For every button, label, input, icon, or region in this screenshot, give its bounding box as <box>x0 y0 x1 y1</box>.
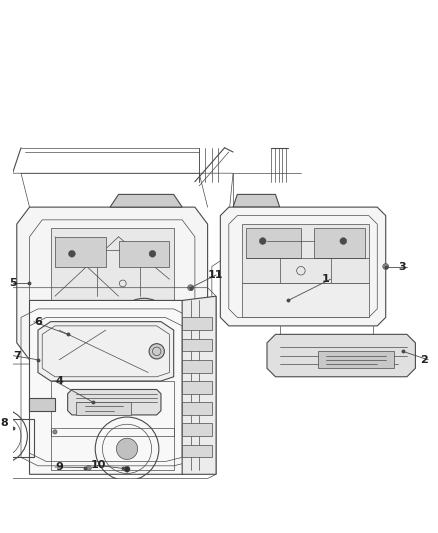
Polygon shape <box>29 398 55 411</box>
Text: 1: 1 <box>322 274 330 284</box>
Text: 11: 11 <box>208 270 223 280</box>
Polygon shape <box>220 207 386 326</box>
Circle shape <box>259 238 266 245</box>
Polygon shape <box>76 402 131 415</box>
Text: 7: 7 <box>13 351 21 360</box>
Circle shape <box>124 466 130 472</box>
Polygon shape <box>182 296 216 474</box>
Polygon shape <box>51 228 174 301</box>
Polygon shape <box>241 224 369 284</box>
Circle shape <box>86 465 92 471</box>
Circle shape <box>187 285 194 290</box>
Text: 5: 5 <box>9 278 17 288</box>
Polygon shape <box>182 338 212 351</box>
Circle shape <box>340 238 347 245</box>
Polygon shape <box>314 228 364 258</box>
Polygon shape <box>29 301 199 474</box>
Circle shape <box>117 438 138 459</box>
Polygon shape <box>182 360 212 373</box>
Text: 3: 3 <box>399 262 406 271</box>
Polygon shape <box>17 207 208 360</box>
Polygon shape <box>246 228 301 258</box>
Text: 6: 6 <box>34 317 42 327</box>
Polygon shape <box>182 317 212 330</box>
Text: 2: 2 <box>420 355 427 365</box>
Text: 4: 4 <box>56 376 64 386</box>
Polygon shape <box>318 351 394 368</box>
Polygon shape <box>233 195 280 207</box>
Polygon shape <box>182 381 212 394</box>
Circle shape <box>383 263 389 270</box>
Polygon shape <box>182 423 212 436</box>
Polygon shape <box>241 284 369 317</box>
Polygon shape <box>67 390 161 415</box>
Text: 10: 10 <box>91 461 106 471</box>
Text: 8: 8 <box>0 418 8 429</box>
Circle shape <box>53 430 57 434</box>
Polygon shape <box>182 402 212 415</box>
Polygon shape <box>55 237 106 266</box>
Circle shape <box>135 317 152 334</box>
Polygon shape <box>110 195 182 207</box>
Polygon shape <box>267 334 415 377</box>
Circle shape <box>149 344 164 359</box>
Polygon shape <box>119 241 170 266</box>
Circle shape <box>149 251 156 257</box>
Circle shape <box>68 251 75 257</box>
Polygon shape <box>182 445 212 457</box>
Polygon shape <box>38 321 174 381</box>
Text: 9: 9 <box>56 462 64 472</box>
